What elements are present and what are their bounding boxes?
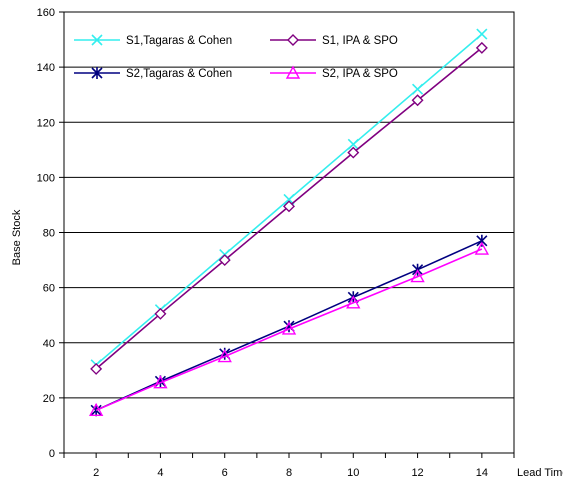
series-1 xyxy=(90,28,488,371)
data-point xyxy=(88,402,104,416)
y-tick-label: 0 xyxy=(49,448,55,460)
legend-label: S1, IPA & SPO xyxy=(322,35,398,47)
data-point xyxy=(474,241,490,255)
x-tick-label: 14 xyxy=(476,467,488,479)
y-tick-label: 120 xyxy=(37,117,55,129)
x-tick-label: 12 xyxy=(411,467,423,479)
data-point xyxy=(281,321,297,335)
data-point xyxy=(476,28,488,40)
y-tick-label: 60 xyxy=(43,283,55,295)
y-tick-label: 40 xyxy=(43,338,55,350)
y-tick-label: 140 xyxy=(37,62,55,74)
data-point xyxy=(153,375,168,389)
x-tick-label: 4 xyxy=(157,467,163,479)
legend-marker xyxy=(285,65,301,79)
legend-item: S1, IPA & SPO xyxy=(270,34,398,47)
data-point xyxy=(475,41,488,54)
legend-marker xyxy=(287,34,299,46)
data-point xyxy=(218,254,231,267)
data-point xyxy=(90,362,103,375)
legend-item: S2,Tagaras & Cohen xyxy=(74,67,232,80)
y-tick-label: 160 xyxy=(37,7,55,19)
legend: S1,Tagaras & Cohen S1, IPA & SPO S2,Tagara… xyxy=(74,34,398,80)
legend-label: S2,Tagaras & Cohen xyxy=(126,68,232,80)
x-tick-label: 8 xyxy=(286,467,292,479)
legend-item: S2, IPA & SPO xyxy=(270,65,398,80)
data-point xyxy=(154,307,167,320)
data-point xyxy=(411,94,424,107)
data-point xyxy=(283,200,295,213)
legend-marker xyxy=(91,67,103,79)
data-point xyxy=(412,83,424,95)
x-tick-label: 10 xyxy=(347,467,359,479)
y-tick-label: 80 xyxy=(43,228,55,240)
legend-label: S1,Tagaras & Cohen xyxy=(126,35,232,47)
x-tick-label: 2 xyxy=(93,467,99,479)
legend-item: S1,Tagaras & Cohen xyxy=(74,34,232,47)
data-point xyxy=(347,146,360,159)
data-point xyxy=(476,234,488,247)
series-layer xyxy=(88,28,490,417)
series-3 xyxy=(90,234,488,417)
legend-marker xyxy=(91,34,103,46)
grid-lines xyxy=(64,66,514,399)
data-point xyxy=(347,138,359,150)
data-point xyxy=(410,269,425,283)
legend-label: S2, IPA & SPO xyxy=(322,68,398,80)
x-tick-label: 6 xyxy=(222,467,228,479)
y-axis-title: Base Stock xyxy=(11,209,23,265)
series-4 xyxy=(88,241,490,416)
data-point xyxy=(346,295,361,309)
series-line xyxy=(95,248,483,412)
data-point xyxy=(217,349,232,363)
y-tick-label: 20 xyxy=(43,393,55,405)
axes: 0 20 40 60 80 100 120 140 160 2 4 6 8 10 12 14 xyxy=(37,7,515,479)
y-tick-label: 100 xyxy=(37,172,55,184)
x-axis-title: Lead Time xyxy=(517,467,563,479)
series-2 xyxy=(90,41,488,375)
